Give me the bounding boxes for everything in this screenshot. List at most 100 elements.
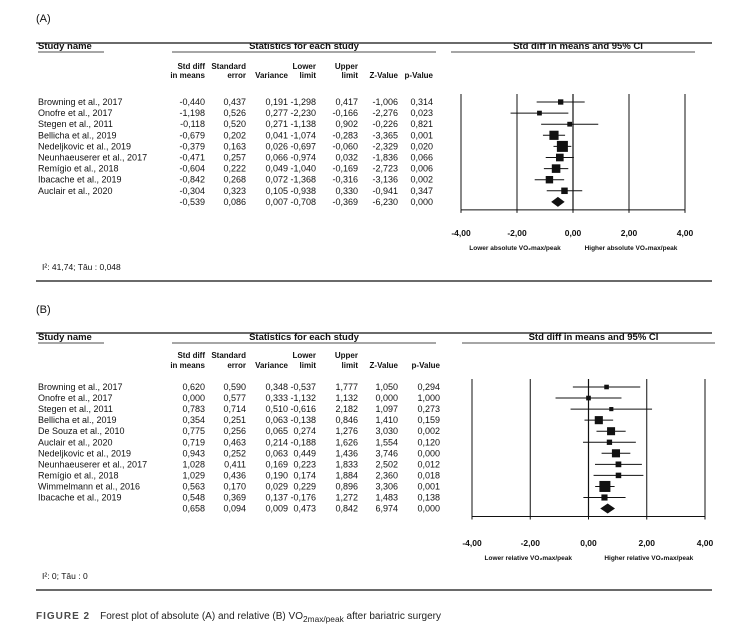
panel-a-study-5-value-6: 0,066 [410, 153, 433, 163]
panel-a-study-name-0: Browning et al., 2017 [38, 97, 123, 107]
panel-b-label: (B) [36, 304, 51, 316]
panel-b-study-1-value-1: 0,577 [223, 393, 246, 403]
panel-a-study-name-header: Study name [38, 41, 92, 52]
panel-a-study-4-value-6: 0,020 [410, 141, 433, 151]
panel-a-study-7-value-1: 0,268 [223, 175, 246, 185]
panel-a-col-header-6-line2: p-Value [405, 71, 434, 80]
caption-text-after: after bariatric surgery [343, 611, 442, 622]
panel-b-study-8-value-3: 0,174 [293, 470, 316, 480]
panel-b-study-6-value-4: 1,436 [335, 448, 358, 458]
panel-a-study-3-value-0: -0,679 [179, 130, 205, 140]
panel-a-point-estimate-7 [545, 175, 554, 184]
panel-b-study-9-value-4: 0,896 [335, 481, 358, 491]
panel-b-plot-header: Std diff in means and 95% CI [529, 332, 659, 343]
panel-b-study-name-2: Stegen et al., 2011 [38, 404, 113, 414]
panel-a-study-5-value-2: 0,066 [265, 153, 288, 163]
panel-b-x-tick-label-4: 4,00 [697, 538, 714, 548]
panel-b-study-10-value-2: 0,137 [265, 493, 288, 503]
panel-a-study-7-value-2: 0,072 [265, 175, 288, 185]
panel-b-study-7-value-6: 0,012 [417, 459, 440, 469]
panel-a-study-2-value-1: 0,520 [223, 119, 246, 129]
panel-b-study-name-3: Bellicha et al., 2019 [38, 415, 117, 425]
panel-b-summary-value-0: 0,658 [182, 504, 205, 514]
panel-b-study-6-value-5: 3,746 [375, 448, 398, 458]
panel-a-point-estimate-3 [549, 130, 559, 140]
panel-b-study-2-value-4: 2,182 [335, 404, 358, 414]
panel-b-point-estimate-0 [604, 384, 609, 390]
panel-a-study-name-4: Nedeljkovic et al., 2019 [38, 141, 131, 151]
panel-a-point-estimate-0 [558, 99, 564, 105]
panel-b-col-header-3-line1: Lower [292, 351, 316, 360]
panel-b-study-5-value-0: 0,719 [182, 437, 205, 447]
panel-b-study-7-value-3: 0,223 [293, 459, 316, 469]
panel-b-study-8-value-5: 2,360 [375, 470, 398, 480]
panel-a-point-estimate-6 [551, 164, 561, 173]
panel-b-study-name-6: Nedeljkovic et al., 2019 [38, 448, 131, 458]
caption-text: Forest plot of absolute (A) and relative… [100, 611, 303, 622]
panel-a-study-2-value-2: 0,271 [265, 119, 288, 129]
panel-b-col-header-3-line2: limit [300, 361, 317, 370]
panel-a-point-estimate-2 [567, 121, 573, 127]
panel-b-col-header-1-line1: Standard [211, 351, 246, 360]
panel-b-col-header-4-line1: Upper [335, 351, 358, 360]
panel-b-study-name-8: Remígio et al., 2018 [38, 470, 119, 480]
panel-b-study-3-value-3: -0,138 [290, 415, 316, 425]
panel-b-study-1-value-0: 0,000 [182, 393, 205, 403]
panel-a-study-5-value-0: -0,471 [179, 153, 205, 163]
panel-a-study-1-value-4: -0,166 [332, 108, 358, 118]
panel-a-study-0-value-6: 0,314 [410, 97, 433, 107]
panel-b-study-0-value-1: 0,590 [223, 382, 246, 392]
panel-a-study-2-value-5: -0,226 [372, 119, 398, 129]
panel-b-study-9-value-0: 0,563 [182, 481, 205, 491]
panel-b-study-10-value-6: 0,138 [417, 493, 440, 503]
panel-b-study-6-value-6: 0,000 [417, 448, 440, 458]
panel-a-study-3-value-2: 0,041 [265, 130, 288, 140]
panel-b-study-8-value-1: 0,436 [223, 470, 246, 480]
panel-b-col-header-5-line2: Z-Value [370, 361, 399, 370]
panel-b-x-tick-label-1: -2,00 [521, 538, 541, 548]
panel-b-study-4-value-6: 0,002 [417, 426, 440, 436]
panel-b-study-2-value-5: 1,097 [375, 404, 398, 414]
panel-b-study-1-value-2: 0,333 [265, 393, 288, 403]
panel-a-study-6-value-5: -2,723 [372, 164, 398, 174]
panel-a-summary-diamond [551, 196, 565, 207]
panel-b-study-2-value-2: 0,510 [265, 404, 288, 414]
panel-b-study-name-5: Auclair et al., 2020 [38, 437, 113, 447]
panel-b-study-0-value-3: -0,537 [290, 382, 316, 392]
panel-a-study-name-5: Neunhaeuserer et al., 2017 [38, 153, 147, 163]
panel-b-point-estimate-5 [606, 439, 613, 445]
figure-caption: FIGURE 2 Forest plot of absolute (A) and … [36, 611, 441, 624]
panel-b-study-6-value-3: 0,449 [293, 448, 316, 458]
panel-b-x-tick-label-0: -4,00 [462, 538, 482, 548]
panel-a-study-1-value-5: -2,276 [372, 108, 398, 118]
panel-b-study-name-9: Wimmelmann et al., 2016 [38, 481, 140, 491]
panel-a-study-1-value-2: 0,277 [265, 108, 288, 118]
panel-a-study-1-value-6: 0,023 [410, 108, 433, 118]
panel-a-study-8-value-2: 0,105 [265, 186, 288, 196]
panel-b-study-0-value-4: 1,777 [335, 382, 358, 392]
panel-a-study-0-value-0: -0,440 [179, 97, 205, 107]
panel-b-study-3-value-1: 0,251 [223, 415, 246, 425]
panel-b-study-9-value-3: 0,229 [293, 481, 316, 491]
panel-a-summary-value-0: -0,539 [179, 197, 205, 207]
panel-b-study-5-value-2: 0,214 [265, 437, 288, 447]
panel-b-summary-value-1: 0,094 [223, 504, 246, 514]
panel-a-summary-value-2: 0,007 [265, 197, 288, 207]
panel-a-col-header-5-line2: Z-Value [370, 71, 399, 80]
panel-a-study-6-value-4: -0,169 [332, 164, 358, 174]
panel-a-study-name-6: Remígio et al., 2018 [38, 164, 119, 174]
panel-b-study-10-value-5: 1,483 [375, 493, 398, 503]
panel-a-study-8-value-4: 0,330 [335, 186, 358, 196]
panel-b-study-1-value-6: 1,000 [417, 393, 440, 403]
panel-b-study-5-value-3: -0,188 [290, 437, 316, 447]
panel-a-point-estimate-4 [556, 140, 568, 152]
panel-b-xlabel-left: Lower relative VO₂max/peak [485, 555, 573, 562]
panel-a-point-estimate-1 [537, 110, 542, 116]
panel-a-study-5-value-3: -0,974 [290, 153, 316, 163]
panel-b-study-5-value-6: 0,120 [417, 437, 440, 447]
panel-a-label: (A) [36, 13, 51, 25]
panel-a-x-tick-label-2: 0,00 [565, 228, 582, 238]
panel-b-study-5-value-5: 1,554 [375, 437, 398, 447]
panel-b-study-6-value-2: 0,063 [265, 448, 288, 458]
panel-b-summary-diamond [600, 503, 616, 514]
